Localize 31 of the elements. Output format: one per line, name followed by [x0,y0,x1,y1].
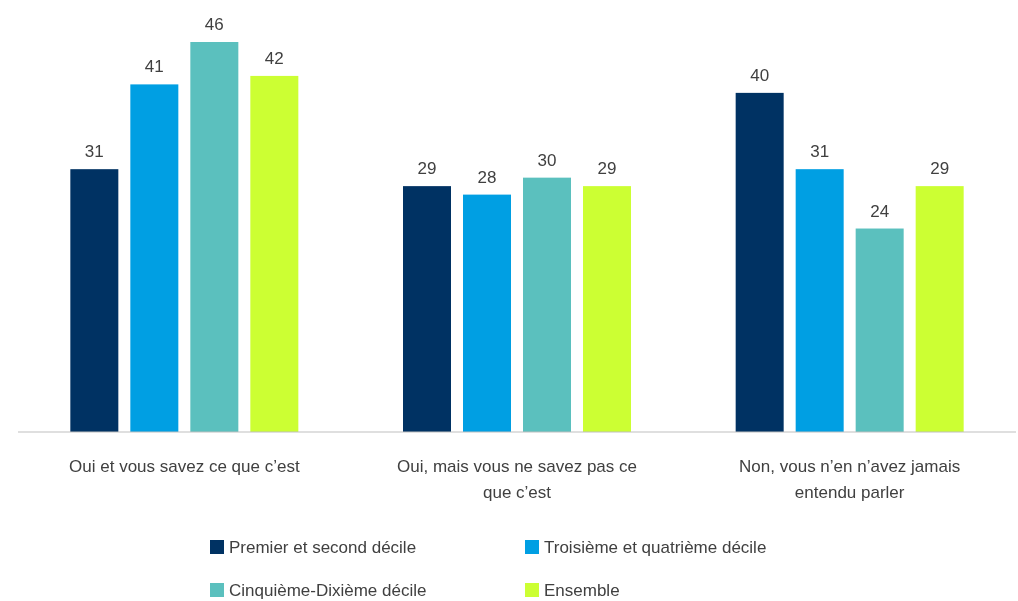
bar [190,42,239,432]
x-tick-label: Oui, mais vous ne savez pas ce que c’est [396,457,638,502]
data-label: 24 [870,201,890,221]
bar [130,84,179,432]
x-tick-label: Oui et vous savez ce que c’est [69,457,300,476]
bar [855,228,904,432]
x-tick-label: Non, vous n’en n’avez jamais entendu parler [739,457,961,502]
legend-label: Ensemble [544,581,620,600]
data-label: 42 [264,48,284,68]
bar [735,92,784,432]
legend-label: Premier et second décile [229,538,417,557]
data-label: 29 [597,159,617,179]
bar [795,169,844,432]
data-label: 31 [810,142,830,162]
bar [583,186,631,432]
data-label: 31 [84,142,104,162]
legend-label: Cinquième-Dixième décile [229,581,427,600]
legend-label: Troisième et quatrième décile [544,538,767,557]
bar [250,75,299,432]
data-label: 40 [750,65,770,85]
bar [915,186,964,432]
bar [523,177,571,432]
data-label: 41 [144,57,164,77]
data-label: 29 [930,159,950,179]
bar [70,169,119,432]
bar [403,186,451,432]
data-label: 29 [417,159,437,179]
data-label: 30 [537,150,557,170]
data-label: 28 [477,167,497,187]
data-label: 46 [204,15,224,34]
bar [463,194,511,432]
